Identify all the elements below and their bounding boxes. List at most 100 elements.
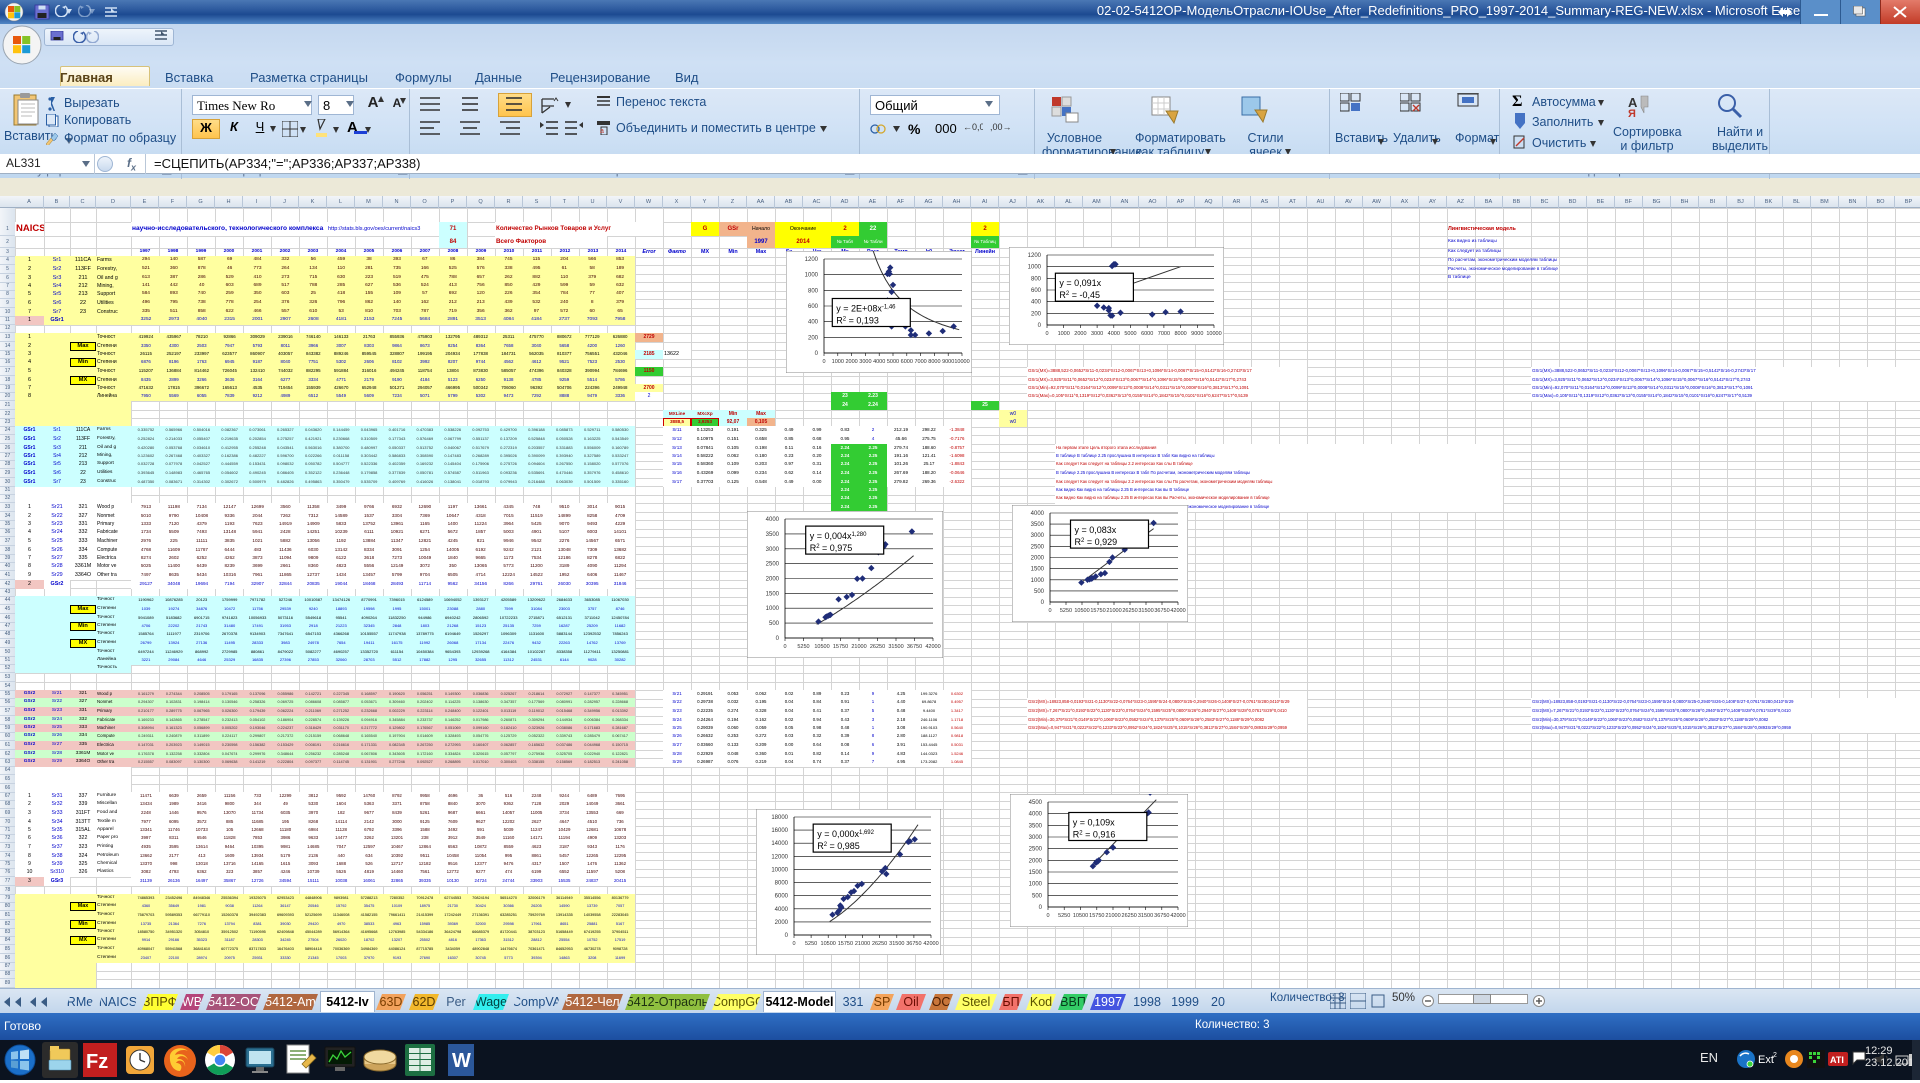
svg-text:42000: 42000 (1170, 913, 1185, 919)
svg-text:y = 0,091x: y = 0,091x (1059, 278, 1101, 288)
svg-text:26250: 26250 (1122, 913, 1137, 919)
svg-text:10500: 10500 (821, 941, 836, 947)
svg-text:9000: 9000 (1191, 331, 1203, 337)
svg-text:3000: 3000 (1031, 533, 1045, 539)
svg-text:Fz: Fz (86, 1051, 108, 1073)
svg-text:15750: 15750 (1089, 913, 1104, 919)
svg-text:10500: 10500 (1073, 913, 1088, 919)
svg-text:10000: 10000 (771, 867, 788, 873)
svg-text:2: 2 (1773, 1052, 1777, 1059)
svg-text:10500: 10500 (814, 644, 829, 650)
svg-text:8000: 8000 (775, 881, 789, 887)
svg-text:1000: 1000 (766, 606, 780, 612)
svg-text:5250: 5250 (797, 644, 809, 650)
svg-text:3500: 3500 (1029, 823, 1043, 829)
svg-text:3000: 3000 (766, 547, 780, 553)
svg-text:R2 = -0,45: R2 = -0,45 (1059, 290, 1100, 300)
svg-text:5250: 5250 (805, 941, 817, 947)
svg-text:21000: 21000 (851, 644, 866, 650)
svg-text:31500: 31500 (888, 644, 903, 650)
svg-text:6000: 6000 (1141, 331, 1153, 337)
svg-text:Ext: Ext (1758, 1054, 1774, 1066)
svg-text:600: 600 (808, 304, 819, 310)
svg-text:3000: 3000 (1091, 331, 1103, 337)
svg-text:36750: 36750 (1154, 608, 1169, 614)
svg-text:0: 0 (792, 941, 795, 947)
svg-text:2500: 2500 (766, 562, 780, 568)
svg-text:16000: 16000 (771, 828, 788, 834)
svg-text:R2 = 0,916: R2 = 0,916 (1073, 830, 1116, 840)
svg-text:2000: 2000 (766, 577, 780, 583)
svg-text:4000: 4000 (766, 517, 780, 523)
svg-text:31500: 31500 (1138, 608, 1153, 614)
svg-text:1000: 1000 (1031, 578, 1045, 584)
svg-text:1000: 1000 (1028, 265, 1042, 271)
svg-text:15750: 15750 (838, 941, 853, 947)
svg-text:400: 400 (1031, 300, 1042, 306)
svg-text:←0,00: ←0,00 (963, 122, 983, 132)
svg-text:1000: 1000 (832, 359, 844, 365)
svg-text:21000: 21000 (1106, 608, 1121, 614)
svg-text:6000: 6000 (901, 359, 913, 365)
svg-text:5250: 5250 (1060, 608, 1072, 614)
svg-text:3500: 3500 (1031, 522, 1045, 528)
svg-text:R2 = 0,985: R2 = 0,985 (817, 841, 860, 851)
svg-text:2000: 2000 (1029, 858, 1043, 864)
svg-text:2000: 2000 (775, 920, 789, 926)
svg-text:36750: 36750 (906, 941, 921, 947)
svg-text:1200: 1200 (1028, 253, 1042, 259)
svg-text:7000: 7000 (1158, 331, 1170, 337)
svg-text:ATI: ATI (1830, 1055, 1844, 1065)
svg-text:1500: 1500 (1031, 567, 1045, 573)
svg-text:5000: 5000 (887, 359, 899, 365)
svg-text:14000: 14000 (771, 841, 788, 847)
svg-text:R2 = 0,975: R2 = 0,975 (810, 543, 853, 553)
svg-text:10500: 10500 (1074, 608, 1089, 614)
svg-text:2500: 2500 (1029, 847, 1043, 853)
svg-text:3000: 3000 (1029, 835, 1043, 841)
svg-text:10000: 10000 (1206, 331, 1221, 337)
svg-text:15750: 15750 (1090, 608, 1105, 614)
svg-text:y = 0,083x: y = 0,083x (1075, 525, 1117, 535)
svg-text:500: 500 (769, 621, 780, 627)
svg-text:4000: 4000 (873, 359, 885, 365)
svg-text:36750: 36750 (907, 644, 922, 650)
svg-text:400: 400 (808, 320, 819, 326)
svg-text:26250: 26250 (870, 644, 885, 650)
svg-text:4500: 4500 (1029, 800, 1043, 806)
svg-text:0: 0 (822, 359, 825, 365)
svg-text:5250: 5250 (1058, 913, 1070, 919)
svg-text:31500: 31500 (1138, 913, 1153, 919)
svg-text:42000: 42000 (1170, 608, 1185, 614)
svg-text:26250: 26250 (1122, 608, 1137, 614)
svg-text:3000: 3000 (859, 359, 871, 365)
svg-text:4000: 4000 (1108, 331, 1120, 337)
svg-text:1000: 1000 (1058, 331, 1070, 337)
svg-text:31500: 31500 (889, 941, 904, 947)
svg-text:21000: 21000 (1105, 913, 1120, 919)
svg-text:4000: 4000 (1029, 812, 1043, 818)
svg-text:600: 600 (1031, 288, 1042, 294)
svg-text:10000: 10000 (954, 359, 969, 365)
svg-text:Я: Я (1628, 108, 1636, 119)
svg-text:2500: 2500 (1031, 544, 1045, 550)
svg-text:2000: 2000 (1074, 331, 1086, 337)
svg-text:12000: 12000 (771, 854, 788, 860)
svg-text:8000: 8000 (928, 359, 940, 365)
svg-text:0: 0 (1045, 331, 1048, 337)
svg-text:,00→: ,00→ (990, 122, 1010, 132)
svg-text:1000: 1000 (805, 273, 819, 279)
svg-text:R2 = 0,193: R2 = 0,193 (836, 316, 879, 326)
svg-text:4000: 4000 (775, 907, 789, 913)
svg-text:W: W (452, 1050, 471, 1072)
svg-text:0: 0 (783, 644, 786, 650)
svg-text:500: 500 (1032, 893, 1043, 899)
svg-text:R2 = 0,929: R2 = 0,929 (1075, 537, 1118, 547)
svg-text:6000: 6000 (775, 894, 789, 900)
svg-text:21000: 21000 (855, 941, 870, 947)
svg-text:2000: 2000 (845, 359, 857, 365)
svg-text:500: 500 (1034, 589, 1045, 595)
svg-text:15750: 15750 (833, 644, 848, 650)
svg-text:7000: 7000 (914, 359, 926, 365)
svg-text:2000: 2000 (1031, 556, 1045, 562)
